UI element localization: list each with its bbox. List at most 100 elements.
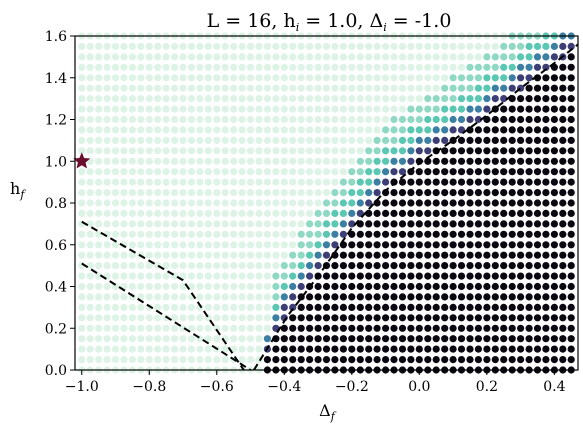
scatter-point [441, 115, 449, 124]
scatter-point [567, 272, 575, 280]
scatter-point [348, 335, 356, 343]
scatter-point [441, 105, 449, 113]
scatter-point [390, 251, 398, 259]
scatter-point [365, 262, 373, 270]
scatter-point [339, 262, 347, 270]
scatter-point [542, 105, 550, 113]
scatter-point [542, 324, 550, 332]
scatter-point [78, 84, 86, 92]
scatter-point [373, 178, 381, 186]
scatter-point [432, 136, 440, 144]
scatter-point [238, 335, 246, 343]
scatter-point [390, 303, 398, 311]
scatter-point [306, 189, 314, 197]
scatter-point [137, 314, 145, 322]
scatter-point [550, 126, 559, 134]
scatter-point [297, 272, 305, 280]
scatter-point [120, 220, 128, 228]
scatter-point [517, 157, 525, 165]
scatter-point [382, 220, 390, 228]
scatter-point [238, 199, 246, 207]
scatter-point [128, 84, 136, 92]
scatter-point [483, 324, 491, 332]
scatter-point [550, 282, 559, 291]
scatter-point [162, 241, 170, 249]
scatter-point [230, 324, 238, 332]
scatter-point [517, 115, 525, 124]
scatter-point [179, 282, 187, 291]
scatter-point [297, 356, 305, 364]
scatter-point [187, 241, 196, 249]
scatter-point [415, 126, 423, 134]
scatter-point [263, 272, 271, 280]
scatter-point [339, 199, 347, 207]
scatter-point [120, 157, 128, 165]
scatter-point [162, 335, 170, 343]
scatter-point [483, 157, 491, 165]
scatter-point [533, 53, 542, 61]
scatter-point [306, 63, 314, 71]
scatter-point [457, 147, 466, 155]
scatter-point [272, 220, 280, 228]
y-tick-label: 1.2 [45, 113, 67, 129]
scatter-point [297, 282, 305, 291]
scatter-point [145, 53, 153, 61]
scatter-point [280, 136, 288, 144]
scatter-point [289, 74, 297, 82]
scatter-point [449, 209, 457, 217]
scatter-point [424, 241, 432, 249]
scatter-point [508, 324, 516, 332]
scatter-point [154, 272, 162, 280]
scatter-point [339, 209, 347, 217]
scatter-point [365, 356, 373, 364]
scatter-point [204, 42, 212, 51]
scatter-point [365, 199, 373, 207]
scatter-point [331, 84, 339, 92]
scatter-point [559, 126, 567, 134]
scatter-point [162, 199, 170, 207]
scatter-point [432, 345, 440, 353]
scatter-point [432, 157, 440, 165]
scatter-point [111, 293, 120, 301]
scatter-point [246, 84, 255, 92]
scatter-point [263, 282, 271, 291]
scatter-point [483, 314, 491, 322]
scatter-point [390, 147, 398, 155]
scatter-point [322, 345, 331, 353]
scatter-point [542, 209, 550, 217]
scatter-point [457, 63, 466, 71]
scatter-point [213, 220, 221, 228]
scatter-point [322, 157, 331, 165]
scatter-point [390, 126, 398, 134]
x-tick-label: 0.2 [476, 379, 498, 395]
scatter-point [95, 303, 103, 311]
scatter-point [432, 178, 440, 186]
scatter-point [230, 282, 238, 291]
scatter-point [272, 230, 280, 238]
scatter-point [179, 314, 187, 322]
scatter-point [280, 147, 288, 155]
scatter-point [263, 241, 271, 249]
scatter-point [289, 42, 297, 51]
scatter-point [120, 230, 128, 238]
scatter-point [230, 189, 238, 197]
scatter-point [246, 105, 255, 113]
scatter-point [137, 115, 145, 124]
scatter-point [508, 220, 516, 228]
scatter-point [289, 63, 297, 71]
scatter-point [559, 324, 567, 332]
scatter-point [145, 220, 153, 228]
scatter-point [103, 356, 111, 364]
scatter-point [542, 220, 550, 228]
scatter-point [533, 209, 542, 217]
scatter-point [373, 105, 381, 113]
scatter-point [500, 53, 508, 61]
scatter-point [204, 74, 212, 82]
scatter-point [238, 168, 246, 176]
scatter-point [407, 324, 415, 332]
scatter-point [525, 293, 533, 301]
scatter-point [78, 178, 86, 186]
scatter-point [95, 115, 103, 124]
scatter-point [187, 126, 196, 134]
scatter-point [331, 178, 339, 186]
